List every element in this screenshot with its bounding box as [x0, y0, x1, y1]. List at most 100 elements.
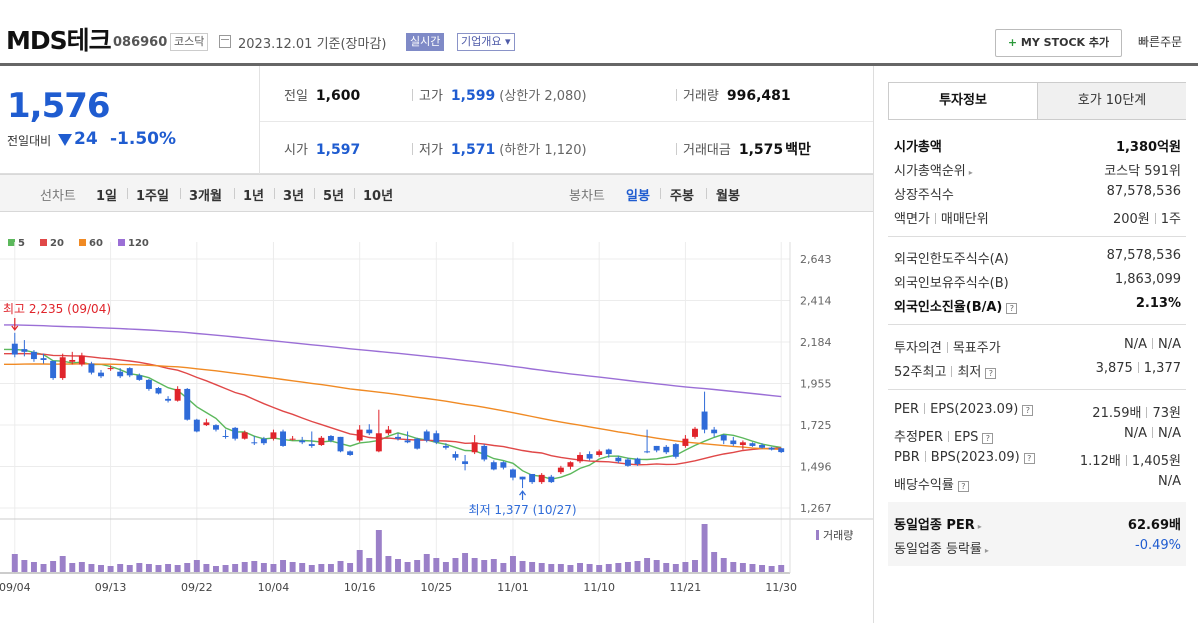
- rank-label-wrap: 시가총액순위 ▸: [894, 160, 973, 179]
- per-value-wrap: 21.59배 73원: [1092, 402, 1181, 421]
- face-label-wrap: 액면가 매매단위: [894, 208, 989, 227]
- candle-body: [117, 371, 124, 377]
- candle-body: [193, 419, 200, 432]
- volume-bar: [720, 558, 727, 572]
- tab-monthly[interactable]: 월봉: [716, 189, 740, 204]
- low-label: 저가: [419, 143, 443, 158]
- candle-body: [136, 375, 143, 380]
- target-label: 목표주가: [952, 341, 1001, 356]
- tab-daily[interactable]: 일봉: [626, 189, 650, 204]
- section-divider: [888, 389, 1186, 390]
- help-icon[interactable]: ?: [1022, 405, 1034, 416]
- volume: 거래량 996,481: [676, 85, 791, 104]
- sector-change-value: -0.49%: [1135, 538, 1181, 553]
- help-icon[interactable]: ?: [985, 368, 997, 379]
- tab-1week[interactable]: 1주일: [136, 189, 169, 204]
- add-my-stock-button[interactable]: + MY STOCK 추가: [995, 29, 1122, 57]
- foreign-hold-value: 1,863,099: [1114, 272, 1181, 287]
- change-label: 전일대비: [7, 134, 52, 148]
- sector-change-row[interactable]: 동일업종 등락률 ▸ -0.49%: [894, 538, 1181, 558]
- volume-bar: [318, 564, 325, 572]
- candle-body: [567, 462, 574, 467]
- candle-body: [481, 445, 488, 460]
- candle-body: [471, 442, 478, 453]
- help-icon[interactable]: ?: [1023, 453, 1035, 464]
- candle-body: [490, 462, 497, 470]
- candle-body: [375, 433, 382, 452]
- candle-body: [98, 372, 104, 377]
- tab-divider: [127, 188, 128, 199]
- volume-bar: [529, 562, 536, 572]
- est-per-label-wrap: 추정PER EPS?: [894, 426, 994, 445]
- upper-limit-value: 2,080): [544, 89, 587, 104]
- candle-body: [165, 398, 172, 401]
- tab-1year[interactable]: 1년: [243, 189, 265, 204]
- separator: [1152, 427, 1153, 438]
- ma120-line: [3, 324, 782, 398]
- tab-10year[interactable]: 10년: [363, 189, 394, 204]
- volume-bar: [605, 564, 612, 572]
- stock-header: MDS테크 086960 코스닥 2023.12.01 기준(장마감) 실시간 …: [0, 0, 1198, 64]
- help-icon[interactable]: ?: [957, 481, 969, 492]
- candle-body: [88, 363, 95, 373]
- bps-label: BPS(2023.09): [930, 450, 1020, 465]
- market-cap-rank-row[interactable]: 시가총액순위 ▸ 코스닥 591위: [894, 160, 1181, 180]
- candle-body: [232, 427, 239, 439]
- help-icon[interactable]: ?: [1006, 303, 1018, 314]
- candle-body: [174, 388, 181, 401]
- rank-label: 시가총액순위: [894, 164, 966, 179]
- market-badge: 코스닥: [170, 33, 209, 51]
- volume-bar: [692, 560, 698, 572]
- volume-bar: [69, 563, 76, 572]
- chevron-down-icon: ▾: [501, 35, 511, 48]
- tab-invest-info[interactable]: 투자정보: [889, 83, 1038, 119]
- candle-body: [759, 445, 766, 448]
- separator: [1146, 407, 1148, 418]
- candle-body: [586, 454, 593, 459]
- volume-bar: [462, 553, 469, 572]
- tab-hoga-10[interactable]: 호가 10단계: [1038, 83, 1186, 119]
- volume-bar: [213, 566, 219, 572]
- separator: [934, 213, 936, 224]
- tab-3year[interactable]: 3년: [283, 189, 305, 204]
- volume-bar: [548, 564, 555, 572]
- quick-order-button[interactable]: 빠른주문: [1138, 33, 1182, 50]
- volume-bar: [385, 556, 392, 572]
- foreign-limit-value: 87,578,536: [1106, 248, 1181, 263]
- est-per-value: N/A: [1124, 426, 1147, 441]
- volume-bar: [98, 565, 104, 572]
- help-icon[interactable]: ?: [982, 433, 994, 444]
- x-tick-label: 09/13: [95, 581, 127, 594]
- candle-body: [682, 438, 689, 446]
- volume-value: 996,481: [726, 88, 791, 104]
- tab-5year[interactable]: 5년: [323, 189, 345, 204]
- volume-bar: [30, 562, 37, 572]
- candle-body: [213, 425, 219, 430]
- stock-code: 086960: [113, 35, 168, 50]
- sector-per-row[interactable]: 동일업종 PER ▸ 62.69배: [894, 514, 1181, 534]
- info-tabs: 투자정보 호가 10단계: [888, 82, 1186, 120]
- realtime-button[interactable]: 실시간: [406, 33, 445, 51]
- y-tick-label: 1,725: [800, 419, 832, 432]
- volume-bar: [347, 563, 354, 572]
- tab-weekly[interactable]: 주봉: [670, 189, 694, 204]
- candle-body: [203, 422, 210, 426]
- tab-1day[interactable]: 1일: [96, 189, 118, 204]
- candle-body: [78, 355, 85, 365]
- candlestick-chart[interactable]: 2,643 2,414 2,184 1,955 1,725 1,496 1,267 09/04…: [0, 212, 873, 623]
- volume-bar: [50, 561, 57, 572]
- candle-body: [644, 451, 651, 453]
- overview-label: 기업개요: [461, 35, 502, 48]
- candle-body: [701, 411, 708, 430]
- tab-3month[interactable]: 3개월: [189, 189, 222, 204]
- volume-legend-swatch: [816, 530, 819, 540]
- week52-row: 52주최고 최저? 3,875 1,377: [894, 361, 1181, 381]
- company-overview-dropdown[interactable]: 기업개요 ▾: [457, 33, 515, 51]
- chevron-right-icon: ▸: [968, 168, 973, 177]
- x-tick-label: 11/30: [765, 581, 797, 594]
- quote-summary: [0, 66, 873, 174]
- prev-close-label: 전일: [284, 89, 308, 104]
- per-row: PER EPS(2023.09)? 21.59배 73원: [894, 402, 1181, 422]
- shares-label: 상장주식수: [894, 188, 954, 203]
- company-name[interactable]: MDS테크: [6, 26, 112, 55]
